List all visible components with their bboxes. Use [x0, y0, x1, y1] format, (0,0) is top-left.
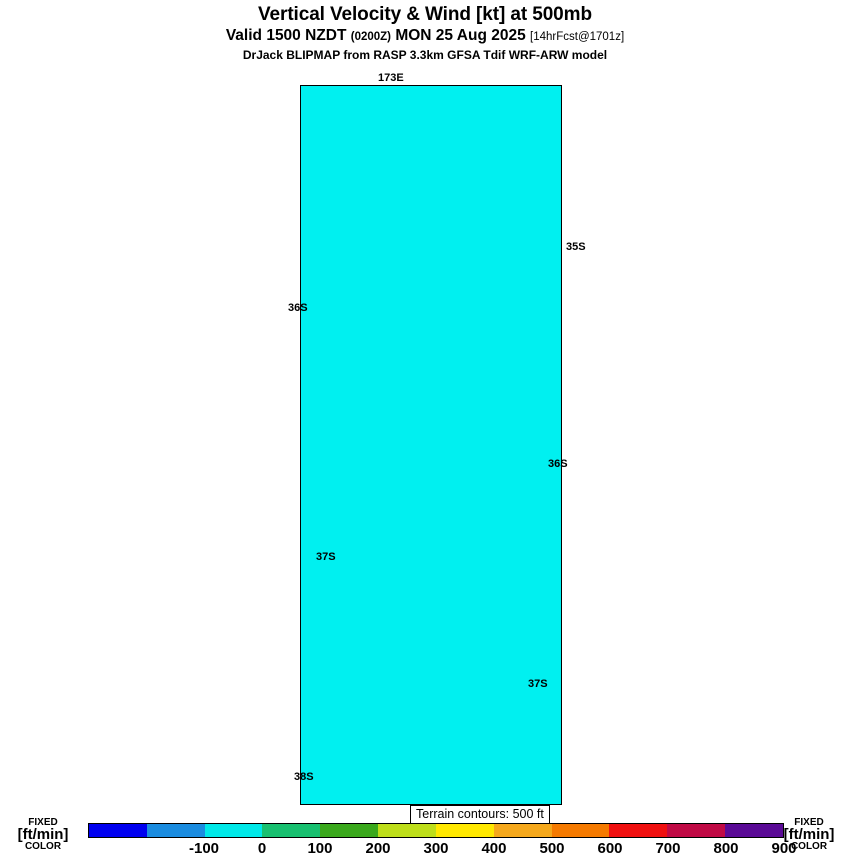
colorbar-units-label-left: [ft/min]: [17, 826, 69, 843]
colorbar-tick-0: 0: [257, 840, 267, 857]
colorbar-swatch-4: [320, 824, 379, 837]
colorbar-fixed-label-left: FIXED: [28, 817, 58, 828]
weather-map[interactable]: [300, 85, 562, 805]
graticule-label-37s: 37S: [316, 551, 336, 563]
colorbar-swatch-9: [609, 824, 668, 837]
model-source-line: DrJack BLIPMAP from RASP 3.3km GFSA Tdif…: [242, 48, 608, 62]
valid-time-zulu: (0200Z): [350, 31, 392, 43]
colorbar-color-label-left: COLOR: [24, 841, 62, 852]
colorbar-tick-300: 300: [423, 840, 449, 857]
colorbar-tick-400: 400: [481, 840, 507, 857]
colorbar-swatch-8: [551, 824, 610, 837]
colorbar-swatch-7: [493, 824, 552, 837]
colorbar-left-label: FIXED [ft/min] COLOR: [6, 818, 80, 860]
colorbar-tick-100: 100: [307, 840, 333, 857]
colorbar-swatch-10: [667, 824, 726, 837]
valid-date: MON 25 Aug 2025: [395, 27, 526, 44]
map-raster: [301, 86, 561, 804]
colorbar-right-label: FIXED [ft/min] COLOR: [772, 818, 846, 860]
graticule-label-37s: 37S: [528, 678, 548, 690]
colorbar-swatch-11: [725, 824, 783, 837]
colorbar-color-label-right: COLOR: [790, 841, 828, 852]
valid-time-prefix: Valid 1500 NZDT: [225, 27, 347, 44]
graticule-label-36s: 36S: [288, 302, 308, 314]
colorbar-swatch-1: [146, 824, 205, 837]
colorbar-tick--100: -100: [189, 840, 220, 857]
colorbar-tick-700: 700: [655, 840, 681, 857]
colorbar-gradient-strip: [88, 823, 784, 838]
colorbar-swatch-0: [89, 824, 147, 837]
colorbar-swatch-6: [435, 824, 494, 837]
colorbar-swatch-2: [204, 824, 263, 837]
colorbar-units-label-right: [ft/min]: [783, 826, 835, 843]
graticule-label-173e: 173E: [378, 72, 404, 84]
colorbar-tick-900: 900: [771, 840, 797, 857]
colorbar-tick-labels: -100 0 100 200 300 400 500 600 700 800 900: [88, 840, 797, 860]
forecast-tag: [14hrFcst@1701z]: [530, 31, 625, 43]
colorbar-swatch-5: [378, 824, 436, 837]
graticule-label-38s: 38S: [294, 771, 314, 783]
colorbar-fixed-label-right: FIXED: [794, 817, 824, 828]
graticule-label-35s: 35S: [566, 241, 586, 253]
colorbar-tick-200: 200: [365, 840, 391, 857]
colorbar-swatch-3: [262, 824, 321, 837]
page-title: Vertical Velocity & Wind [kt] at 500mb: [258, 4, 592, 25]
terrain-contour-legend: Terrain contours: 500 ft: [410, 805, 550, 824]
graticule-label-36s: 36S: [548, 458, 568, 470]
colorbar-tick-600: 600: [597, 840, 623, 857]
valid-time-line: Valid 1500 NZDT (0200Z) MON 25 Aug 2025 …: [0, 26, 850, 47]
chart-header: Vertical Velocity & Wind [kt] at 500mb V…: [0, 0, 850, 63]
colorbar: FIXED [ft/min] COLOR -100 0 100 200 300 400 50…: [0, 818, 850, 860]
colorbar-tick-800: 800: [713, 840, 739, 857]
colorbar-tick-500: 500: [539, 840, 565, 857]
